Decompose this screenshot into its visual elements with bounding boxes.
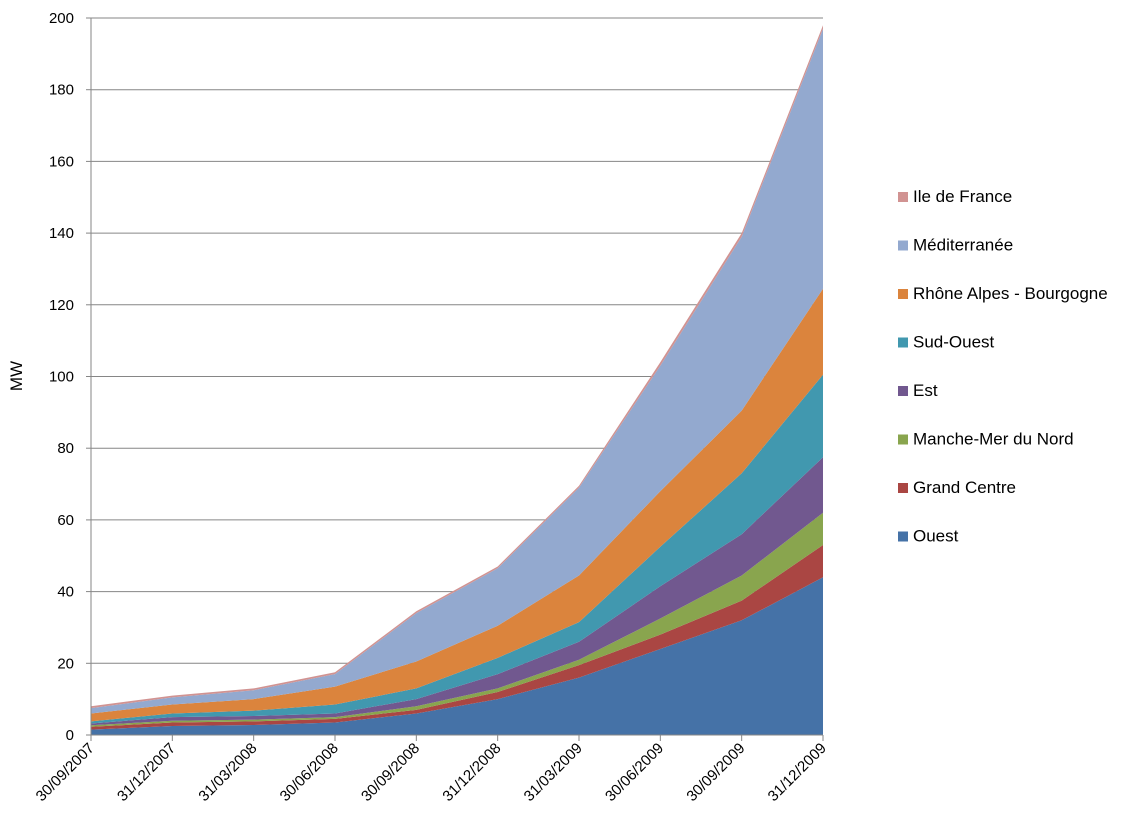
y-tick-label: 80 <box>57 440 74 457</box>
y-tick-labels: 0 20 40 60 80 100 120 140 160 180 200 <box>49 10 74 744</box>
x-tick-label: 30/09/2007 <box>33 740 98 805</box>
area-series-5 <box>91 288 823 722</box>
area-series <box>91 25 823 735</box>
x-tick-label: 31/03/2009 <box>521 740 586 805</box>
y-tick-label: 40 <box>57 584 74 601</box>
y-tick-label: 180 <box>49 82 74 99</box>
x-tick-label: 30/06/2009 <box>602 740 667 805</box>
x-tick-label: 31/12/2008 <box>439 740 504 805</box>
x-tick-label: 30/09/2009 <box>683 740 748 805</box>
legend-swatch <box>898 240 908 251</box>
y-tick-label: 140 <box>49 225 74 242</box>
y-tick-label: 100 <box>49 369 74 386</box>
y-tick-label: 120 <box>49 297 74 314</box>
legend-swatch <box>898 192 908 202</box>
y-tick-label: 60 <box>57 512 74 529</box>
y-tick-label: 20 <box>57 655 74 672</box>
legend-label: Est <box>913 381 938 400</box>
legend-swatch <box>898 483 908 493</box>
legend-swatch <box>898 434 908 445</box>
x-tick-label: 31/12/2009 <box>765 740 830 805</box>
x-tick-label: 31/12/2007 <box>114 740 179 805</box>
x-tick-label: 30/06/2008 <box>277 740 342 805</box>
legend-label: Ouest <box>913 527 959 546</box>
axes <box>90 18 823 736</box>
area-series-1 <box>91 545 823 730</box>
area-series-2 <box>91 512 823 727</box>
y-tick-label: 200 <box>49 10 74 27</box>
area-series-0 <box>91 577 823 735</box>
legend-swatch <box>898 386 908 396</box>
legend-label: Manche-Mer du Nord <box>913 430 1074 449</box>
y-tick-label: 0 <box>66 727 74 744</box>
y-axis-title: MW <box>7 361 26 391</box>
area-series-4 <box>91 374 823 724</box>
x-tick-label: 30/09/2008 <box>358 740 423 805</box>
legend-label: Méditerranée <box>913 236 1013 255</box>
legend-label: Ile de France <box>913 187 1012 206</box>
x-tick-label: 31/03/2008 <box>195 740 260 805</box>
legend-swatch <box>898 289 908 299</box>
legend-label: Sud-Ouest <box>913 333 995 352</box>
legend-label: Rhône Alpes - Bourgogne <box>913 284 1108 303</box>
y-tick-label: 160 <box>49 153 74 170</box>
area-series-6 <box>91 28 823 714</box>
legend-swatch <box>898 531 908 542</box>
legend: Ile de France Méditerranée Rhône Alpes - B… <box>898 187 1108 546</box>
legend-label: Grand Centre <box>913 478 1016 497</box>
legend-swatch <box>898 337 908 348</box>
x-tick-labels: 30/09/2007 31/12/2007 31/03/2008 30/06/2008… <box>33 735 830 805</box>
area-series-3 <box>91 457 823 726</box>
